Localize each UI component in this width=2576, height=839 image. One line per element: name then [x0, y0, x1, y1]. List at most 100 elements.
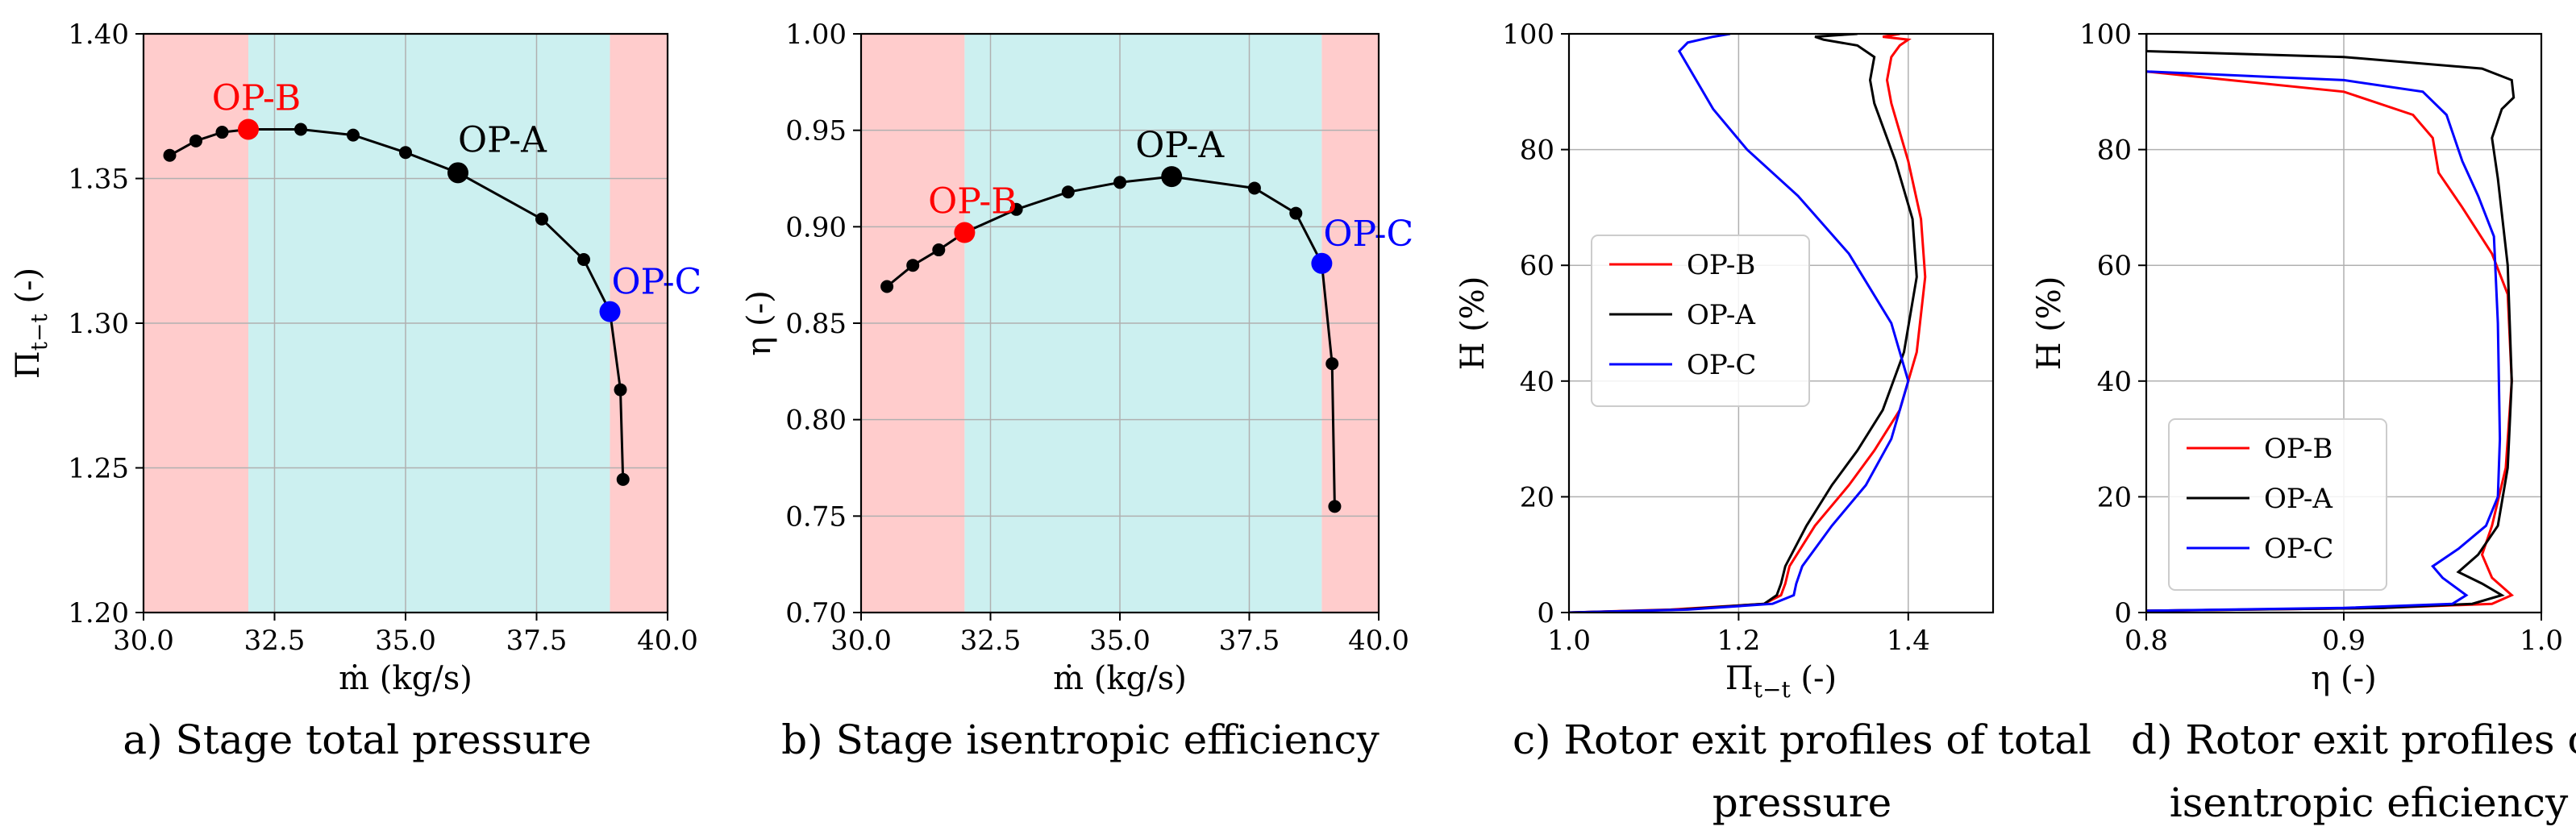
panel-caption: pressure	[1712, 779, 1892, 826]
y-tick-label: 80	[2097, 135, 2132, 167]
x-tick-label: 35.0	[1089, 625, 1151, 657]
x-tick-label: 0.8	[2124, 625, 2168, 657]
series-line-op-c	[1569, 34, 1910, 613]
data-point	[614, 383, 627, 397]
panel-b: OP-B OP-A OP-C 30.0 32.5 35.0 37.5 40.0 0.70 0.75…	[741, 19, 1413, 763]
x-axis-label: ṁ (kg/s)	[339, 660, 472, 697]
x-tick-label: 40.0	[637, 625, 698, 657]
x-tick-label: 30.0	[113, 625, 174, 657]
y-tick-label: 40	[1520, 366, 1554, 398]
y-tick-label: 0.95	[785, 115, 847, 147]
y-tick-label: 1.25	[68, 453, 129, 485]
operating-point-label: OP-A	[458, 119, 547, 160]
x-tick-label: 35.0	[375, 625, 436, 657]
y-tick-label: 20	[1520, 481, 1554, 513]
x-tick-label: 37.5	[1219, 625, 1280, 657]
data-point	[1328, 500, 1342, 513]
data-point	[399, 146, 412, 160]
panel-caption: b) Stage isentropic efficiency	[781, 716, 1380, 763]
legend-label: OP-A	[1687, 299, 1755, 331]
y-tick-label: 1.35	[68, 164, 129, 196]
x-tick-label: 1.2	[1717, 625, 1760, 657]
x-tick-label: 40.0	[1348, 625, 1409, 657]
data-point	[1009, 202, 1023, 216]
operating-point-op-a	[447, 162, 468, 184]
legend-label: OP-C	[2264, 533, 2333, 565]
y-tick-label: 60	[1520, 250, 1554, 282]
y-tick-label: 1.00	[785, 19, 847, 51]
y-tick-label: 0.85	[785, 308, 847, 340]
operating-point-label: OP-C	[1323, 214, 1413, 255]
y-axis-label: Πt−t (-)	[10, 268, 52, 379]
data-point	[294, 123, 307, 136]
legend-label: OP-B	[2264, 433, 2333, 465]
operating-point-op-b	[238, 118, 259, 140]
panel-caption: c) Rotor exit profiles of total	[1513, 716, 2091, 763]
series-line-op-b	[1569, 34, 1927, 613]
y-axis-label: η (-)	[741, 290, 778, 355]
data-point	[1113, 176, 1126, 189]
legend-label: OP-A	[2264, 483, 2333, 515]
panel-caption: isentropic eficiency	[2170, 779, 2569, 826]
data-point	[1325, 357, 1339, 371]
y-tick-label: 1.30	[68, 308, 129, 340]
x-tick-label: 30.0	[830, 625, 892, 657]
x-axis-label: η (-)	[2311, 660, 2376, 697]
y-axis-label: H (%)	[2031, 276, 2068, 371]
x-axis-label: Πt−t (-)	[1725, 660, 1837, 703]
data-point	[1289, 206, 1303, 220]
panel-caption: a) Stage total pressure	[123, 716, 591, 763]
x-tick-label: 1.0	[1547, 625, 1591, 657]
y-tick-label: 1.20	[68, 597, 129, 629]
data-point	[347, 128, 360, 142]
data-point	[1061, 185, 1075, 199]
data-point	[189, 134, 202, 147]
y-tick-label: 0.75	[785, 500, 847, 533]
y-tick-label: 80	[1520, 135, 1554, 167]
series-line-op-c	[2146, 70, 2502, 613]
data-point	[880, 280, 894, 293]
data-point	[616, 472, 630, 486]
axes-frame	[1567, 32, 1995, 614]
operating-point-label: OP-A	[1135, 125, 1225, 166]
y-tick-label: 100	[1502, 19, 1554, 51]
data-point	[577, 253, 590, 267]
x-tick-label: 32.5	[960, 625, 1022, 657]
panel-d: 0.8 0.9 1.0 0 20 40 60 80 100 η (-) H (%) OP-B OP-A O…	[2031, 19, 2576, 826]
y-tick-label: 0	[1537, 597, 1554, 629]
operating-point-label: OP-B	[212, 77, 301, 118]
legend-label: OP-B	[1687, 249, 1755, 281]
x-tick-label: 1.0	[2520, 625, 2563, 657]
y-axis-label: H (%)	[1454, 276, 1492, 371]
operating-point-op-c	[1311, 252, 1333, 274]
data-point	[1247, 181, 1261, 195]
operating-point-label: OP-B	[928, 181, 1017, 222]
operating-point-op-c	[599, 301, 621, 322]
data-point	[163, 148, 177, 162]
legend-label: OP-C	[1687, 349, 1756, 381]
panel-c: 1.0 1.2 1.4 0 20 40 60 80 100 Πt−t (-) H (%) OP-B OP…	[1454, 19, 2091, 826]
y-tick-label: 0	[2114, 597, 2132, 629]
y-tick-label: 0.80	[785, 405, 847, 437]
x-tick-label: 0.9	[2322, 625, 2366, 657]
x-tick-label: 32.5	[244, 625, 306, 657]
y-tick-label: 0.70	[785, 597, 847, 629]
x-axis-label: ṁ (kg/s)	[1053, 660, 1187, 697]
y-tick-label: 60	[2097, 250, 2132, 282]
operating-point-op-a	[1161, 166, 1183, 188]
operating-point-op-b	[954, 222, 976, 243]
series-line-op-a	[2146, 34, 2516, 613]
series-line-op-a	[1569, 34, 1918, 613]
data-point	[535, 212, 548, 226]
x-tick-label: 37.5	[506, 625, 568, 657]
data-point	[906, 259, 920, 272]
panel-a: OP-B OP-A OP-C 30.0 32.5 35.0 37.5 40.0 1.20 1.25…	[10, 19, 701, 763]
data-point	[215, 126, 229, 139]
x-tick-label: 1.4	[1887, 625, 1930, 657]
y-tick-label: 1.40	[68, 19, 129, 51]
y-tick-label: 100	[2079, 19, 2132, 51]
y-tick-label: 40	[2097, 366, 2132, 398]
y-tick-label: 20	[2097, 481, 2132, 513]
data-point	[932, 243, 946, 257]
